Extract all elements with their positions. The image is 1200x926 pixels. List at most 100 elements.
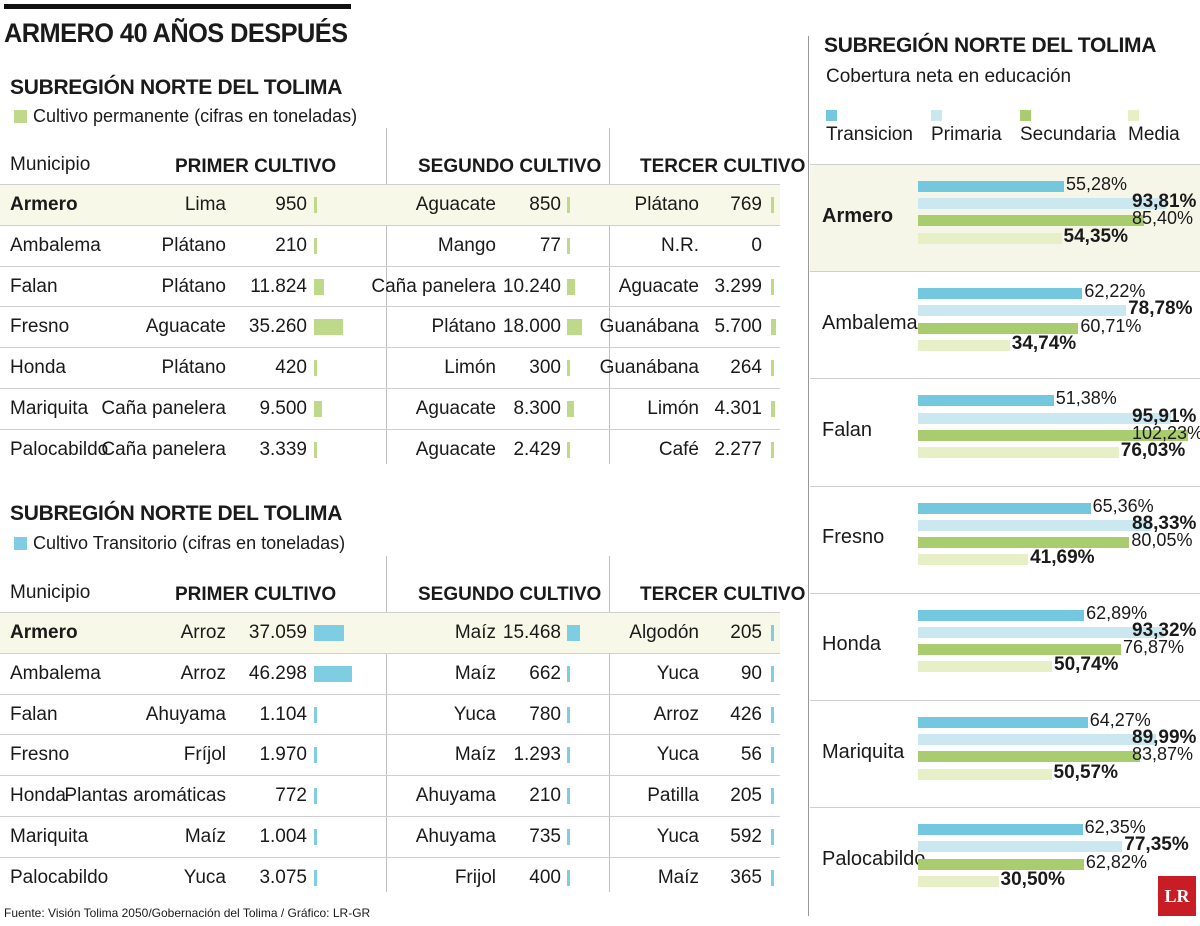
legend-swatch: [826, 110, 837, 121]
permanente-column-divider: [609, 128, 610, 464]
crop-name: Yuca: [453, 703, 496, 725]
crop-name: Plátano: [161, 234, 226, 256]
crop-tonnage: 90: [740, 662, 762, 684]
lr-logo: LR: [1158, 876, 1196, 916]
education-value-label: 93,81%: [1132, 191, 1197, 213]
tonnage-bar: [314, 869, 317, 886]
permanente-table: Municipio PRIMER CULTIVO SEGUNDO CULTIVO TE…: [0, 128, 805, 470]
tonnage-bar: [314, 401, 322, 417]
crop-tonnage: 8.300: [513, 398, 561, 419]
permanente-row: Mariquita Caña panelera 9.500 Aguacate 8.300…: [0, 388, 780, 429]
crop-tonnage: 426: [730, 703, 762, 725]
education-value-label: 77,35%: [1124, 834, 1189, 856]
municipio-name: Mariquita: [10, 398, 89, 419]
crop-name: Aguacate: [618, 275, 699, 297]
crop-name: Arroz: [180, 622, 226, 643]
crop-tonnage: 2.277: [714, 438, 762, 460]
crop-tonnage: 205: [730, 785, 762, 807]
tonnage-bar: [567, 869, 570, 886]
crop-tonnage: 11.824: [250, 275, 307, 297]
education-value-label: 54,35%: [1063, 225, 1128, 247]
education-bar-transicion: [918, 502, 1091, 514]
crop-name: Lima: [184, 194, 226, 215]
education-bar-media: [918, 768, 1052, 780]
crop-tonnage: 1.970: [259, 744, 307, 766]
transitorio-legend-text: Cultivo Transitorio (cifras en toneladas…: [33, 533, 346, 553]
crop-tonnage: 592: [730, 826, 762, 847]
crop-tonnage: 56: [740, 744, 762, 766]
crop-name: Maíz: [454, 662, 496, 684]
crop-name: Caña panelera: [101, 438, 226, 460]
crop-name: Maíz: [454, 744, 496, 766]
education-municipio: Ambalema: [822, 311, 918, 334]
education-bar-primaria: [918, 519, 1152, 531]
education-chart-subtitle: Cobertura neta en educación: [826, 66, 1072, 87]
crop-tonnage: 4.301: [714, 398, 762, 419]
tonnage-bar: [567, 197, 570, 213]
education-bar-media: [918, 875, 999, 887]
education-value-label: 76,87%: [1123, 637, 1185, 658]
crop-name: Patilla: [647, 785, 699, 807]
education-bar-secundaria: [918, 322, 1079, 334]
education-value-label: 62,89%: [1086, 602, 1148, 623]
transitorio-row: Honda Plantas aromáticas 772 Ahuyama 210 Pati…: [0, 775, 780, 816]
crop-tonnage: 365: [730, 866, 762, 888]
crop-tonnage: 772: [275, 785, 307, 807]
transitorio-row: Mariquita Maíz 1.004 Ahuyama 735 Yuca 592: [0, 816, 780, 857]
source-note: Fuente: Visión Tolima 2050/Gobernación d…: [4, 906, 371, 920]
crop-tonnage: 18.000: [502, 316, 561, 338]
crop-name: Ahuyama: [145, 703, 226, 725]
permanente-title: SUBREGIÓN NORTE DEL TOLIMA: [10, 76, 343, 99]
education-bar-media: [918, 554, 1029, 566]
crop-name: Café: [658, 438, 699, 460]
permanente-header-municipio: Municipio: [10, 154, 91, 175]
education-group-falan: Falan 51,38% 95,91% 102,23% 76,03%: [810, 378, 1200, 486]
tonnage-bar: [771, 706, 774, 723]
crop-tonnage: 300: [529, 357, 561, 379]
tonnage-bar: [314, 319, 343, 336]
permanente-row: Armero Lima 950 Aguacate 850 Plátano 769: [0, 184, 780, 225]
education-bar-primaria: [918, 412, 1172, 424]
crop-tonnage: 850: [529, 194, 561, 215]
crop-tonnage: 46.298: [248, 662, 307, 684]
crop-name: Yuca: [183, 866, 226, 888]
education-value-label: 102,23%: [1132, 422, 1200, 443]
education-bar-transicion: [918, 824, 1083, 836]
legend-label: Transicion: [826, 124, 913, 145]
education-bar-media: [918, 232, 1062, 244]
crop-tonnage: 3.075: [259, 866, 307, 888]
crop-name: Plátano: [161, 357, 226, 379]
crop-tonnage: 77: [539, 234, 561, 256]
crop-name: Guanábana: [599, 316, 699, 338]
crop-tonnage: 735: [529, 826, 561, 847]
crop-name: Plátano: [634, 194, 699, 215]
tonnage-bar: [567, 747, 570, 764]
tonnage-bar: [567, 625, 580, 641]
crop-tonnage: 35.260: [248, 316, 307, 338]
transitorio-row: Falan Ahuyama 1.104 Yuca 780 Arroz 426: [0, 693, 780, 735]
education-bar-transicion: [918, 717, 1088, 728]
education-value-label: 93,32%: [1132, 619, 1197, 641]
tonnage-bar: [771, 747, 774, 764]
tonnage-bar: [567, 237, 570, 254]
crop-name: Fríjol: [183, 744, 226, 766]
legend-label: Primaria: [931, 124, 1002, 145]
education-bar-media: [918, 339, 1010, 351]
tonnage-bar: [567, 788, 570, 805]
tonnage-bar: [771, 360, 774, 377]
crop-tonnage: 769: [730, 194, 762, 215]
education-bar-transicion: [918, 609, 1085, 621]
municipio-name: Fresno: [10, 744, 70, 766]
education-municipio: Fresno: [822, 526, 885, 549]
crop-name: Mango: [437, 234, 496, 256]
education-bar-transicion: [918, 181, 1064, 192]
permanente-header-tercer: TERCER CULTIVO: [640, 156, 806, 177]
crop-tonnage: 1.293: [513, 744, 561, 766]
crop-name: Yuca: [656, 744, 699, 766]
education-municipio: Mariquita: [822, 740, 905, 763]
tonnage-bar: [567, 319, 582, 336]
crop-name: Plantas aromáticas: [64, 785, 226, 807]
crop-tonnage: 3.339: [259, 438, 307, 460]
crop-name: Plátano: [431, 316, 496, 338]
municipio-name: Honda: [10, 357, 66, 379]
